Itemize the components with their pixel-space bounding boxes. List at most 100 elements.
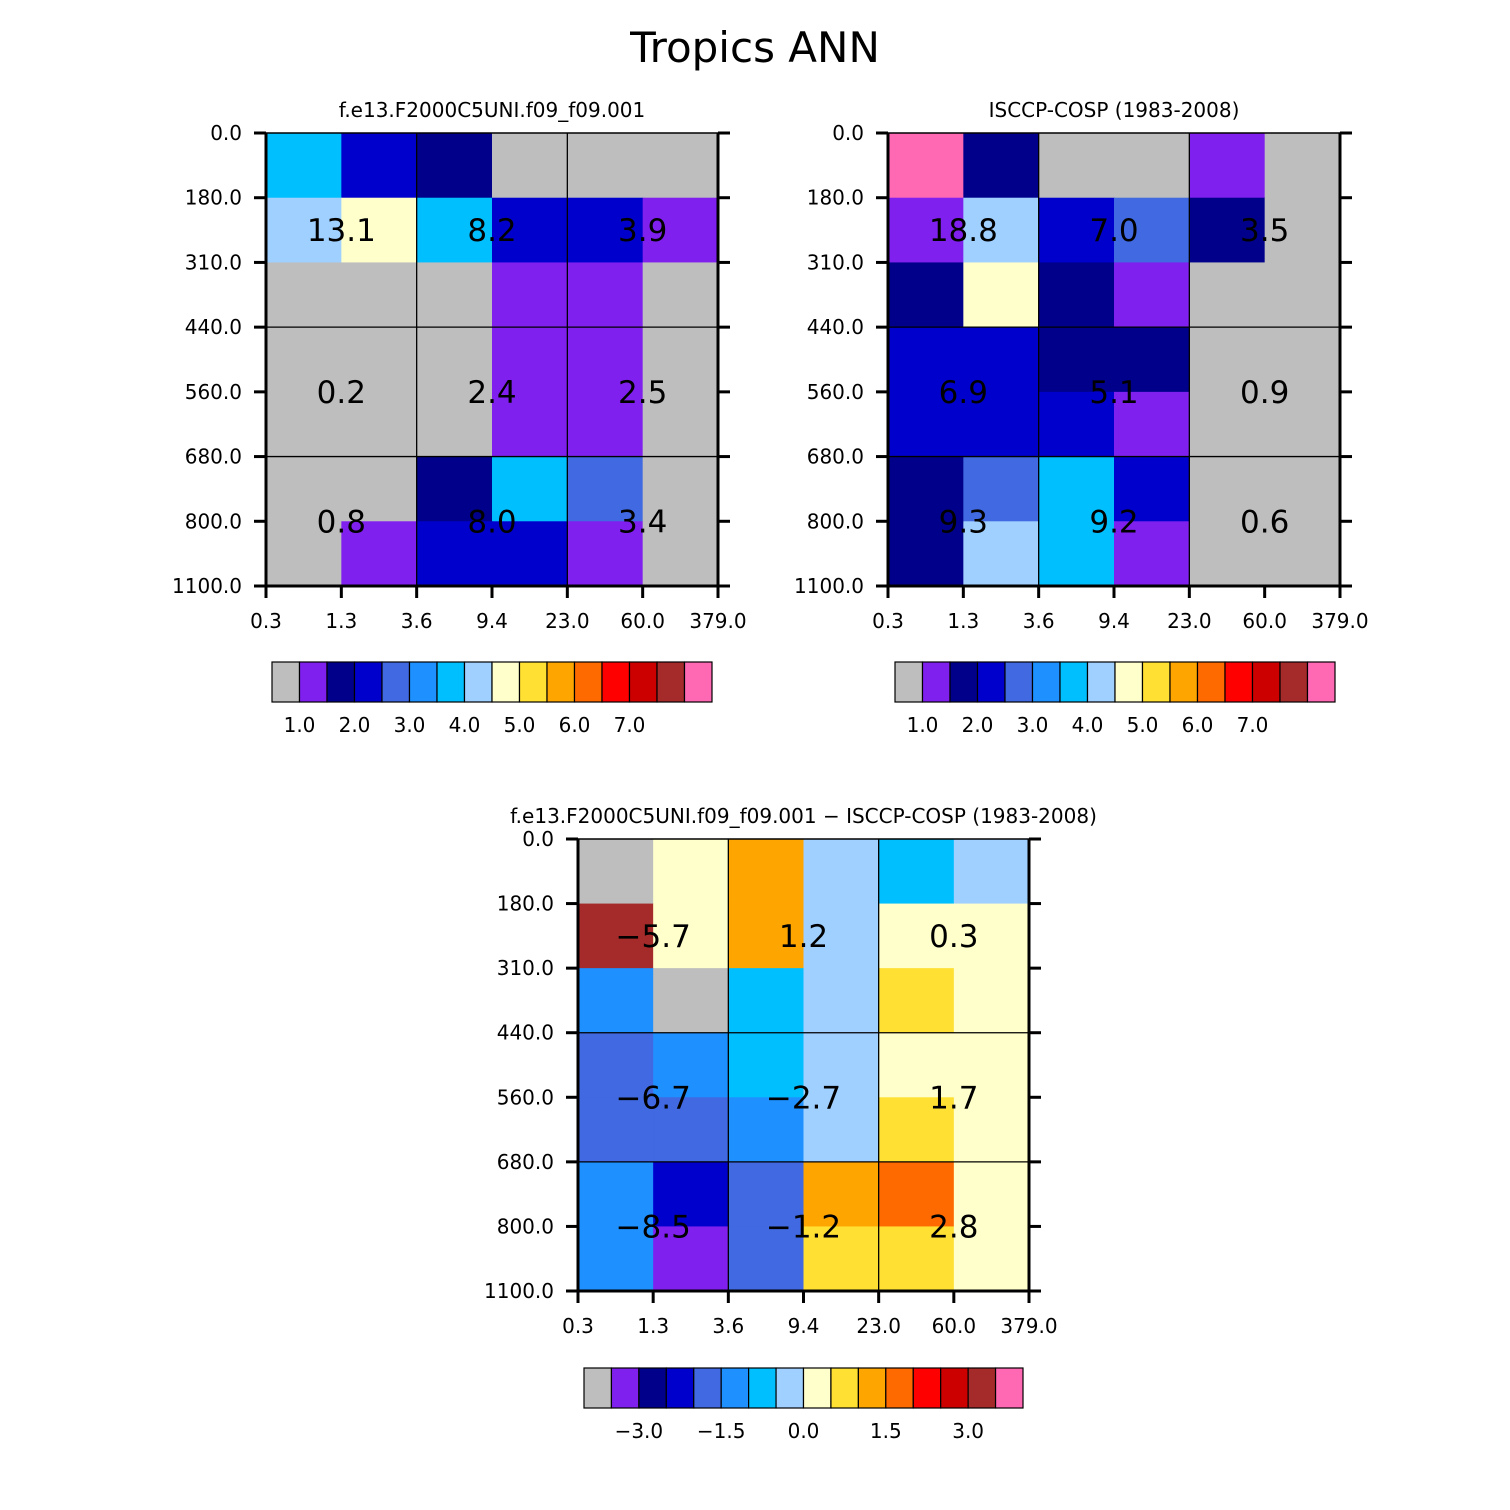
- colorbar-swatch: [976, 661, 1006, 703]
- heatmap-cell: [1038, 327, 1115, 393]
- heatmap-cell: [953, 1226, 1030, 1292]
- heatmap-cell: [1189, 456, 1266, 522]
- colorbar-label: 4.0: [1072, 713, 1104, 737]
- y-tick-label: 800.0: [185, 509, 242, 533]
- heatmap-cell: [888, 262, 964, 328]
- heatmap-cell: [878, 968, 955, 1034]
- heatmap-cell: [1114, 262, 1190, 328]
- heatmap-cell: [578, 1161, 654, 1228]
- panel-title: ISCCP-COSP (1983-2008): [989, 98, 1240, 122]
- heatmap-cell: [578, 1097, 654, 1163]
- x-tick-label: 3.6: [1023, 609, 1055, 633]
- heatmap-cell: [341, 456, 418, 522]
- colorbar-swatch: [665, 1367, 695, 1409]
- y-tick-label: 310.0: [185, 250, 242, 274]
- x-tick-label: 379.0: [689, 609, 746, 633]
- heatmap-cell: [1189, 521, 1266, 587]
- colorbar-swatch: [518, 661, 548, 703]
- heatmap-cell: [1264, 262, 1341, 328]
- x-tick-label: 9.4: [476, 609, 508, 633]
- colorbar-swatch: [628, 661, 658, 703]
- colorbar-swatch: [601, 661, 631, 703]
- colorbar-swatch: [1251, 661, 1281, 703]
- heatmap-cell: [578, 968, 654, 1034]
- heatmap-cell: [266, 197, 342, 264]
- y-tick-label: 1100.0: [172, 574, 242, 598]
- heatmap-cell: [653, 1161, 729, 1228]
- colorbar-label: 7.0: [614, 713, 646, 737]
- colorbar: 1.0 2.0 3.0 4.0 5.0 6.0 7.0: [271, 661, 713, 737]
- cell-label: 7.0: [1089, 213, 1138, 249]
- colorbar-swatch: [912, 1367, 942, 1409]
- colorbar-swatch: [748, 1367, 777, 1409]
- cell-label: 6.9: [939, 375, 988, 411]
- heatmap-cell: [963, 521, 1040, 587]
- y-tick-label: 0.0: [210, 121, 242, 145]
- colorbar-label: 2.0: [339, 713, 371, 737]
- heatmap-cell: [341, 262, 418, 328]
- heatmap-cell: [642, 456, 719, 522]
- colorbar-label: 4.0: [449, 713, 481, 737]
- heatmap-cell: [728, 903, 805, 969]
- y-tick-label: 180.0: [497, 892, 554, 916]
- y-tick-label: 0.0: [832, 121, 864, 145]
- x-tick-label: 0.3: [250, 609, 282, 633]
- cell-label: 2.4: [467, 375, 516, 411]
- x-tick-label: 9.4: [1098, 609, 1130, 633]
- heatmap-cell: [953, 968, 1030, 1034]
- heatmap-cell: [266, 327, 342, 393]
- heatmap-cell: [963, 327, 1040, 393]
- colorbar-swatch: [408, 661, 438, 703]
- colorbar-label: 3.0: [1017, 713, 1049, 737]
- heatmap-cell: [963, 262, 1040, 328]
- colorbar-swatch: [802, 1367, 832, 1409]
- colorbar-label: 0.0: [788, 1419, 820, 1443]
- colorbar-label: 6.0: [1182, 713, 1214, 737]
- x-tick-label: 3.6: [712, 1314, 744, 1338]
- heatmap-cell: [492, 262, 568, 328]
- heatmap-cell: [803, 1097, 880, 1163]
- x-tick-label: 60.0: [932, 1314, 977, 1338]
- heatmap-cell: [1038, 133, 1115, 199]
- heatmap-cell: [878, 1226, 955, 1292]
- cell-label: 1.2: [779, 919, 828, 955]
- heatmap-cell: [341, 197, 418, 264]
- heatmap-cell: [567, 262, 644, 328]
- heatmap-cell: [492, 456, 568, 522]
- heatmap-cell: [266, 391, 342, 458]
- heatmap-cell: [728, 1032, 805, 1098]
- heatmap-cell: [878, 1032, 955, 1098]
- heatmap-cell: [963, 133, 1040, 199]
- heatmap-cell: [1189, 391, 1266, 458]
- heatmap-cell: [416, 521, 493, 587]
- cell-label: 2.8: [929, 1209, 978, 1245]
- cell-label: 5.1: [1089, 375, 1138, 411]
- heatmap-cell: [567, 456, 644, 522]
- heatmap-cell: [341, 521, 418, 587]
- y-tick-label: 680.0: [185, 445, 242, 469]
- heatmap-cell: [266, 456, 342, 522]
- colorbar-label: 1.0: [284, 713, 316, 737]
- heatmap-cell: [567, 391, 644, 458]
- y-tick-label: 310.0: [807, 250, 864, 274]
- cell-label: 1.7: [929, 1080, 978, 1116]
- heatmap-cell: [803, 903, 880, 969]
- x-tick-label: 23.0: [1167, 609, 1212, 633]
- colorbar-swatch: [1306, 661, 1336, 703]
- heatmap-cell: [963, 391, 1040, 458]
- heatmap-cell: [1038, 456, 1115, 522]
- heatmap-cell: [642, 391, 719, 458]
- y-tick-label: 440.0: [807, 315, 864, 339]
- y-tick-label: 180.0: [807, 186, 864, 210]
- colorbar-swatch: [463, 661, 493, 703]
- x-tick-label: 379.0: [1311, 609, 1368, 633]
- colorbar-swatch: [1059, 661, 1089, 703]
- colorbar-swatch: [693, 1367, 722, 1409]
- heatmap-cell: [1264, 133, 1341, 199]
- colorbar-swatch: [775, 1367, 805, 1409]
- x-tick-label: 23.0: [545, 609, 590, 633]
- heatmap-panel-1: f.e13.F2000C5UNI.f09_f09.001 13.1 8.2 3.9 0.…: [172, 98, 747, 737]
- heatmap-cell: [492, 133, 568, 199]
- heatmap-cell: [888, 197, 964, 264]
- heatmap-cell: [953, 903, 1030, 969]
